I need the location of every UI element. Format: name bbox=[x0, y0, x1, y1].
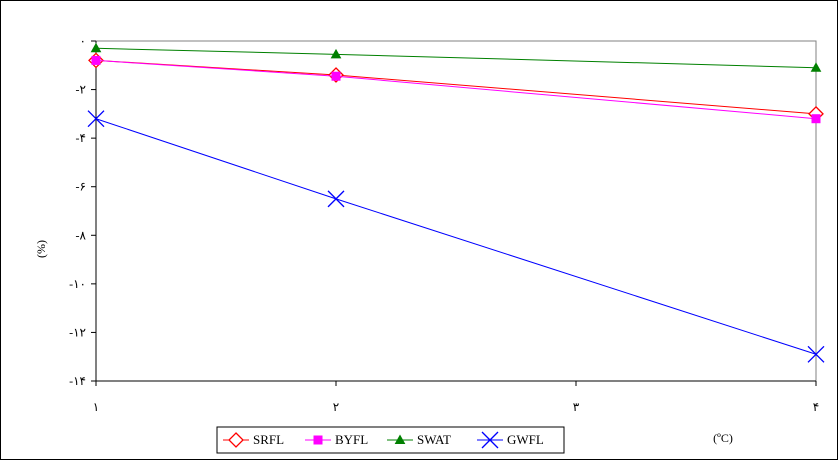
legend-marker-srfl bbox=[228, 432, 244, 448]
legend-item-swat: SWAT bbox=[387, 432, 451, 447]
legend-label-swat: SWAT bbox=[417, 432, 451, 447]
legend-item-gwfl: GWFL bbox=[477, 431, 544, 449]
legend-label-srfl: SRFL bbox=[253, 432, 284, 447]
x-tick-label: ١ bbox=[93, 400, 99, 414]
legend-label-gwfl: GWFL bbox=[507, 432, 544, 447]
data-point-byfl bbox=[91, 55, 101, 65]
data-point-gwfl bbox=[87, 110, 105, 128]
x-axis-title: (ºC) bbox=[713, 431, 733, 445]
x-axis-ticks: ١ ٢ ٣ ۴ bbox=[93, 381, 819, 414]
y-tick-label: -١٠ bbox=[69, 277, 86, 291]
y-tick-label: -٨ bbox=[76, 228, 87, 242]
series-layer bbox=[87, 42, 825, 363]
legend: SRFL BYFL SWAT GWFL bbox=[223, 431, 544, 449]
legend-marker-byfl bbox=[313, 435, 323, 445]
data-point-swat bbox=[90, 42, 102, 53]
legend-marker-gwfl bbox=[481, 431, 499, 449]
y-tick-label: ٠ bbox=[80, 34, 86, 48]
y-tick-label: -٢ bbox=[76, 83, 86, 97]
x-tick-label: ٣ bbox=[573, 400, 580, 414]
series-swat bbox=[90, 42, 822, 72]
y-tick-label: -۴ bbox=[76, 131, 86, 145]
legend-item-byfl: BYFL bbox=[305, 432, 368, 447]
plot-area bbox=[95, 40, 817, 382]
data-point-gwfl bbox=[327, 190, 345, 208]
data-point-gwfl bbox=[807, 345, 825, 363]
y-tick-label: -١۴ bbox=[69, 374, 86, 388]
legend-marker-swat bbox=[394, 434, 406, 444]
data-point-swat bbox=[810, 62, 822, 72]
x-tick-label: ٢ bbox=[333, 400, 339, 414]
data-point-swat bbox=[330, 48, 342, 59]
data-point-byfl bbox=[331, 71, 341, 81]
y-tick-label: -١٢ bbox=[69, 325, 86, 339]
y-axis-title: (%) bbox=[34, 240, 48, 258]
x-tick-label: ۴ bbox=[813, 400, 819, 414]
y-tick-label: -۶ bbox=[76, 180, 86, 194]
y-axis-ticks: ٠ -٢ -۴ -۶ -٨ -١٠ -١٢ -١۴ bbox=[69, 34, 96, 388]
series-gwfl bbox=[87, 110, 825, 363]
legend-item-srfl: SRFL bbox=[223, 432, 284, 448]
legend-label-byfl: BYFL bbox=[335, 432, 368, 447]
series-byfl bbox=[91, 55, 821, 124]
data-point-byfl bbox=[811, 114, 821, 124]
